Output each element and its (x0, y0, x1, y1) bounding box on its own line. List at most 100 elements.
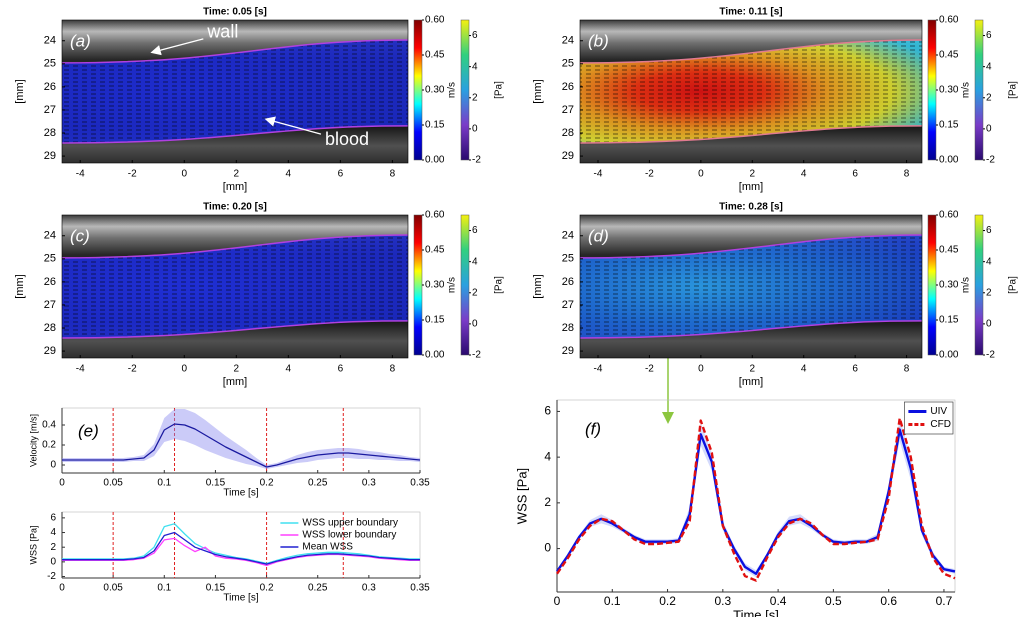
x-tick-label: 0.4 (770, 594, 787, 608)
panel-label: (e) (78, 422, 99, 441)
y-tick-label: 6 (544, 404, 551, 418)
panel-label: (c) (70, 226, 90, 245)
colorbar-tick-label: 0.15 (425, 315, 445, 326)
x-tick-label: 0.25 (308, 478, 328, 489)
colorbar-tick-label: 2 (986, 287, 992, 298)
y-tick-label: 29 (44, 345, 56, 357)
colorbar-tick-label: 2 (986, 92, 992, 103)
x-tick-label: -2 (645, 364, 654, 375)
colorbar-tick-label: 6 (472, 30, 478, 41)
colorbar (460, 19, 470, 161)
colorbar-tick-label: 0.00 (939, 350, 959, 361)
y-tick-label: 25 (562, 253, 574, 265)
lower-wall (61, 125, 409, 144)
series-line (62, 531, 420, 565)
colorbar-tick-label: 0.30 (939, 85, 959, 96)
x-axis-label: Time [s] (223, 488, 258, 499)
upper-wall (61, 234, 409, 259)
series-line (556, 417, 956, 582)
annotation-arrow (150, 38, 204, 56)
y-tick-label: 4 (544, 449, 551, 463)
upper-wall (579, 39, 923, 64)
x-tick-label: 8 (904, 364, 910, 375)
x-axis-label: [mm] (223, 376, 247, 388)
y-tick-label: 26 (562, 276, 574, 288)
x-tick-label: 0.35 (410, 583, 430, 594)
x-tick-label: 8 (390, 364, 396, 375)
colorbar-tick-label: 0.45 (939, 245, 959, 256)
colorbar-tick-label: 4 (986, 61, 992, 72)
lower-wall (579, 125, 923, 144)
x-tick-label: 2 (750, 169, 756, 180)
colorbar-tick-label: 6 (986, 30, 992, 41)
colorbar-label: [Pa] (1008, 276, 1019, 294)
colorbar-tick-label: 6 (986, 225, 992, 236)
colorbar (974, 19, 984, 161)
colorbar-tick-label: 0 (986, 319, 992, 330)
axes-frame (61, 214, 409, 359)
velocity-vectors (580, 40, 922, 143)
x-tick-label: 0 (181, 169, 187, 180)
x-tick-label: 2 (234, 169, 240, 180)
y-axis-label: [mm] (14, 274, 26, 298)
x-tick-label: 6 (852, 169, 858, 180)
colorbar-tick-label: 2 (472, 287, 478, 298)
x-axis-label: [mm] (739, 181, 763, 193)
x-tick-label: 0.05 (103, 478, 123, 489)
x-tick-label: -4 (76, 364, 85, 375)
upper-wall (579, 234, 923, 259)
colorbar (460, 214, 470, 356)
x-tick-label: 0 (698, 364, 704, 375)
y-tick-label: -2 (47, 571, 56, 582)
y-tick-label: 0 (50, 460, 56, 471)
colorbar (927, 19, 937, 161)
x-tick-label: 0.3 (362, 478, 376, 489)
axes-frame (61, 19, 409, 164)
y-tick-label: 25 (562, 58, 574, 70)
colorbar-tick-label: 0.30 (425, 85, 445, 96)
x-tick-label: 0.2 (659, 594, 676, 608)
x-tick-label: -2 (645, 169, 654, 180)
x-tick-label: 0.2 (260, 478, 274, 489)
axes-frame (579, 19, 923, 164)
x-tick-label: 6 (338, 364, 344, 375)
y-tick-label: 26 (562, 81, 574, 93)
y-tick-label: 6 (50, 513, 56, 524)
x-tick-label: 0.15 (206, 583, 226, 594)
annotation-arrow (264, 116, 322, 135)
x-axis-label: Time [s] (733, 607, 779, 617)
colorbar (974, 214, 984, 356)
x-tick-label: 4 (286, 169, 292, 180)
panel-title: Time: 0.11 [s] (719, 7, 782, 18)
y-tick-label: 29 (562, 150, 574, 162)
y-tick-label: 27 (562, 104, 574, 116)
x-tick-label: 0.15 (206, 478, 226, 489)
x-tick-label: 8 (904, 169, 910, 180)
colorbar-tick-label: 0.30 (425, 280, 445, 291)
y-tick-label: 2 (50, 542, 56, 553)
y-tick-label: 0 (50, 557, 56, 568)
colorbar-tick-label: 4 (986, 256, 992, 267)
y-tick-label: 26 (44, 81, 56, 93)
x-tick-label: 4 (801, 364, 807, 375)
panel-label: (b) (588, 31, 609, 50)
colorbar-tick-label: -2 (472, 350, 481, 361)
panel-title: Time: 0.28 [s] (719, 202, 783, 213)
x-tick-label: 0.1 (157, 478, 171, 489)
x-tick-label: 0.1 (604, 594, 621, 608)
x-tick-label: 0 (59, 478, 65, 489)
legend-label: WSS lower boundary (302, 530, 396, 541)
colorbar-tick-label: 0 (986, 124, 992, 135)
x-tick-label: 0.3 (362, 583, 376, 594)
y-tick-label: 25 (44, 253, 56, 265)
colorbar-tick-label: 0.45 (425, 245, 445, 256)
panel-title: Time: 0.05 [s] (203, 7, 267, 18)
x-tick-label: 0.5 (825, 594, 842, 608)
series-line (62, 523, 420, 564)
velocity-vectors (580, 235, 922, 338)
colorbar-label: m/s (447, 277, 458, 293)
x-tick-label: 0.25 (308, 583, 328, 594)
colorbar-tick-label: 0.15 (425, 120, 445, 131)
legend-label: CFD (930, 419, 951, 430)
